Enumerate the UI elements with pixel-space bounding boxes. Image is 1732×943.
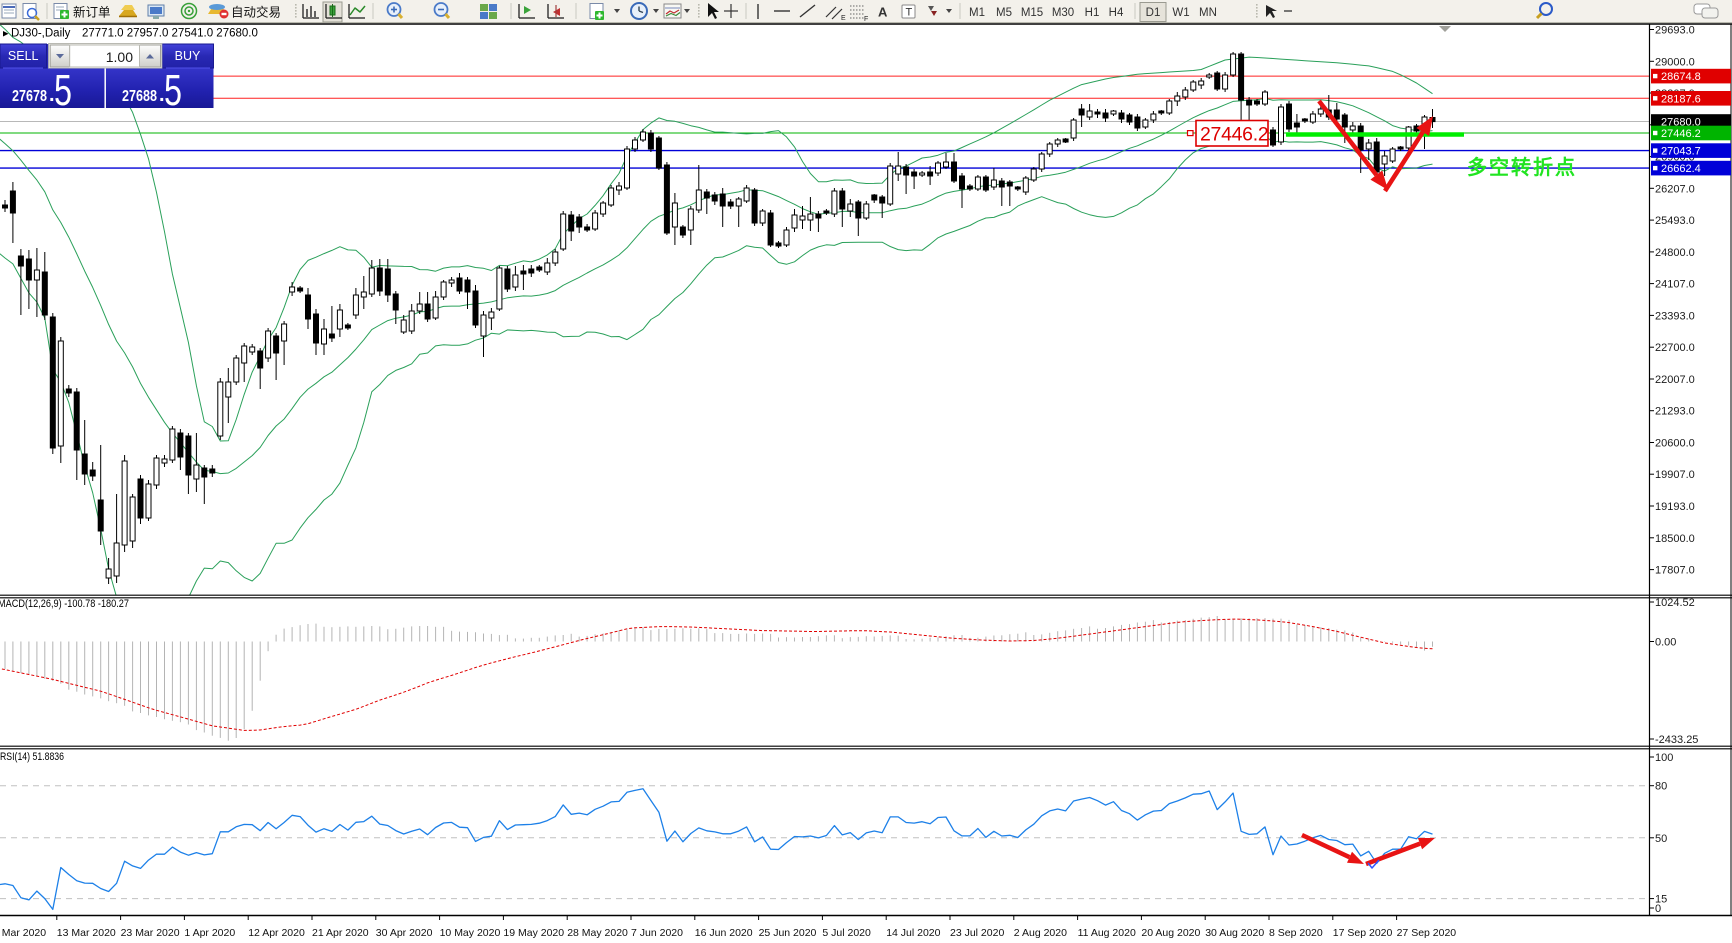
svg-text:BUY: BUY xyxy=(175,49,201,63)
svg-text:5 Jul 2020: 5 Jul 2020 xyxy=(822,927,871,939)
svg-text:19193.0: 19193.0 xyxy=(1655,501,1695,513)
svg-text:18500.0: 18500.0 xyxy=(1655,533,1695,545)
svg-text:A: A xyxy=(878,5,888,20)
svg-text:11 Aug 2020: 11 Aug 2020 xyxy=(1078,927,1136,939)
svg-text:0.00: 0.00 xyxy=(1655,637,1676,649)
svg-text:M30: M30 xyxy=(1052,7,1074,19)
svg-text:H1: H1 xyxy=(1085,7,1100,19)
svg-text:M5: M5 xyxy=(996,7,1012,19)
svg-text:27771.0 27957.0 27541.0 27680.: 27771.0 27957.0 27541.0 27680.0 xyxy=(82,28,258,40)
svg-text:21293.0: 21293.0 xyxy=(1655,406,1695,418)
svg-text:25493.0: 25493.0 xyxy=(1655,215,1695,227)
svg-text:23 Jul 2020: 23 Jul 2020 xyxy=(950,927,1004,939)
svg-text:17 Sep 2020: 17 Sep 2020 xyxy=(1333,927,1393,939)
svg-text:SELL: SELL xyxy=(8,49,39,63)
svg-text:19907.0: 19907.0 xyxy=(1655,469,1695,481)
svg-text:M15: M15 xyxy=(1021,7,1043,19)
svg-text:100: 100 xyxy=(1655,752,1673,764)
svg-text:8 Sep 2020: 8 Sep 2020 xyxy=(1269,927,1323,939)
svg-text:27680.0: 27680.0 xyxy=(1661,117,1701,129)
svg-text:30 Apr 2020: 30 Apr 2020 xyxy=(376,927,433,939)
svg-text:15: 15 xyxy=(1655,894,1667,906)
svg-text:1 Apr 2020: 1 Apr 2020 xyxy=(184,927,235,939)
svg-text:21 Apr 2020: 21 Apr 2020 xyxy=(312,927,369,939)
svg-text:.: . xyxy=(159,84,165,106)
svg-text:16 Jun 2020: 16 Jun 2020 xyxy=(695,927,753,939)
svg-text:12 Apr 2020: 12 Apr 2020 xyxy=(248,927,305,939)
svg-text:10 May 2020: 10 May 2020 xyxy=(440,927,501,939)
svg-text:24107.0: 24107.0 xyxy=(1655,279,1695,291)
svg-text:17807.0: 17807.0 xyxy=(1655,565,1695,577)
svg-text:22007.0: 22007.0 xyxy=(1655,374,1695,386)
svg-text:MACD(12,26,9) -100.78 -180.27: MACD(12,26,9) -100.78 -180.27 xyxy=(0,598,129,610)
svg-text:27688: 27688 xyxy=(122,88,157,105)
svg-text:80: 80 xyxy=(1655,781,1667,793)
svg-text:D1: D1 xyxy=(1146,7,1161,19)
svg-text:27043.7: 27043.7 xyxy=(1661,146,1701,158)
svg-text:27446.2: 27446.2 xyxy=(1200,124,1268,146)
svg-text:27446.2: 27446.2 xyxy=(1661,128,1701,140)
svg-text:29000.0: 29000.0 xyxy=(1655,56,1695,68)
svg-text:13 Mar 2020: 13 Mar 2020 xyxy=(57,927,116,939)
svg-text:1.00: 1.00 xyxy=(106,49,133,65)
svg-text:3 Mar 2020: 3 Mar 2020 xyxy=(0,927,46,939)
svg-text:50: 50 xyxy=(1655,833,1667,845)
svg-text:DJ30-,Daily: DJ30-,Daily xyxy=(11,28,71,40)
svg-text:T: T xyxy=(906,7,913,19)
svg-text:H4: H4 xyxy=(1109,7,1124,19)
svg-text:28674.8: 28674.8 xyxy=(1661,71,1701,83)
svg-text:7 Jun 2020: 7 Jun 2020 xyxy=(631,927,683,939)
svg-text:26662.4: 26662.4 xyxy=(1661,163,1701,175)
svg-text:27 Sep 2020: 27 Sep 2020 xyxy=(1397,927,1457,939)
svg-text:26207.0: 26207.0 xyxy=(1655,183,1695,195)
svg-text:自动交易: 自动交易 xyxy=(231,5,281,20)
svg-text:14 Jul 2020: 14 Jul 2020 xyxy=(886,927,940,939)
svg-text:F: F xyxy=(864,16,868,23)
svg-text:0: 0 xyxy=(1655,903,1661,915)
svg-text:5: 5 xyxy=(54,66,72,115)
svg-text:24800.0: 24800.0 xyxy=(1655,247,1695,259)
svg-text:28187.6: 28187.6 xyxy=(1661,93,1701,105)
svg-text:28 May 2020: 28 May 2020 xyxy=(567,927,628,939)
svg-text:27678: 27678 xyxy=(12,88,47,105)
svg-text:.: . xyxy=(49,84,55,106)
svg-text:20 Aug 2020: 20 Aug 2020 xyxy=(1141,927,1200,939)
svg-text:20600.0: 20600.0 xyxy=(1655,438,1695,450)
svg-text:MN: MN xyxy=(1199,7,1217,19)
svg-text:22700.0: 22700.0 xyxy=(1655,342,1695,354)
svg-text:25 Jun 2020: 25 Jun 2020 xyxy=(759,927,817,939)
svg-text:W1: W1 xyxy=(1172,7,1189,19)
svg-text:M1: M1 xyxy=(969,7,985,19)
svg-text:23393.0: 23393.0 xyxy=(1655,310,1695,322)
svg-text:多空转折点: 多空转折点 xyxy=(1467,155,1577,179)
svg-text:新订单: 新订单 xyxy=(73,5,111,20)
svg-text:-2433.25: -2433.25 xyxy=(1655,734,1698,746)
svg-text:23 Mar 2020: 23 Mar 2020 xyxy=(121,927,180,939)
svg-text:29693.0: 29693.0 xyxy=(1655,25,1695,37)
svg-text:2 Aug 2020: 2 Aug 2020 xyxy=(1014,927,1067,939)
svg-text:E: E xyxy=(841,15,846,22)
svg-text:5: 5 xyxy=(164,66,182,115)
svg-text:1024.52: 1024.52 xyxy=(1655,597,1695,609)
svg-text:RSI(14) 51.8836: RSI(14) 51.8836 xyxy=(0,751,64,763)
svg-text:19 May 2020: 19 May 2020 xyxy=(503,927,564,939)
svg-text:30 Aug 2020: 30 Aug 2020 xyxy=(1205,927,1264,939)
